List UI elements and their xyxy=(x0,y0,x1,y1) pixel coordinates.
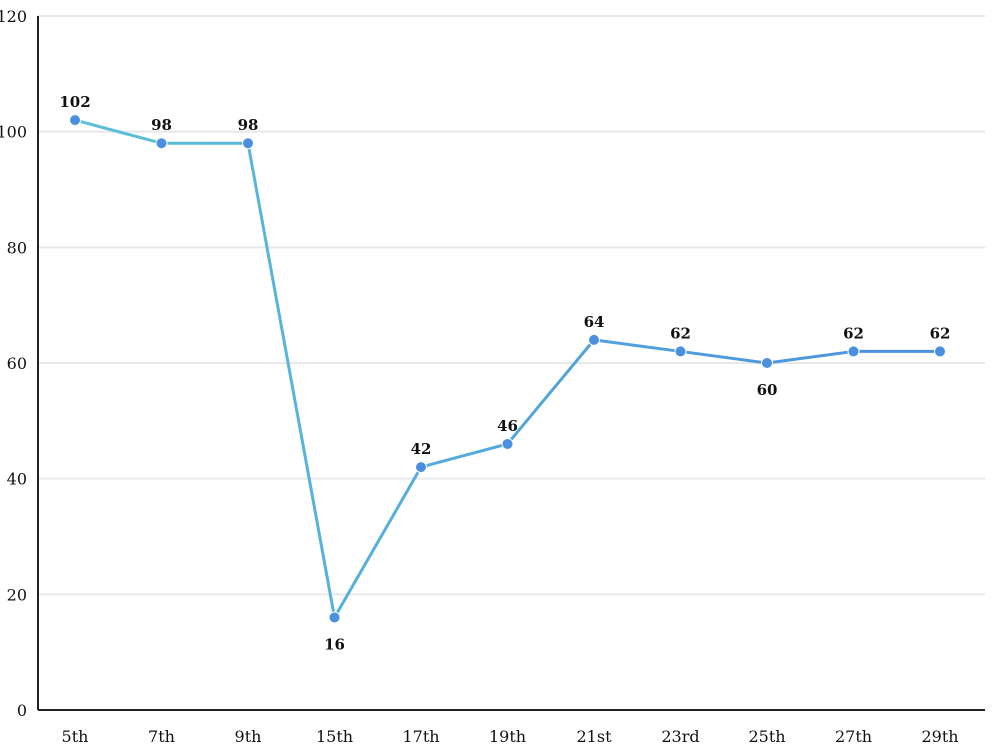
x-axis-ticks: 5th 7th 9th 15th 17th 19th 21st 23rd 25th 27th 29t… xyxy=(62,727,959,746)
x-tick-label: 21st xyxy=(577,727,613,746)
y-tick-label: 80 xyxy=(7,238,27,257)
data-point xyxy=(674,345,687,358)
data-label: 98 xyxy=(238,116,259,134)
data-label: 102 xyxy=(59,93,90,111)
x-tick-label: 17th xyxy=(402,727,439,746)
x-tick-label: 23rd xyxy=(661,727,699,746)
data-label: 62 xyxy=(670,324,691,342)
data-point xyxy=(847,345,860,358)
data-label: 64 xyxy=(584,313,605,331)
data-point xyxy=(155,137,168,150)
data-label: 42 xyxy=(411,440,432,458)
x-tick-label: 5th xyxy=(62,727,89,746)
y-axis-ticks: 0 20 40 60 80 100 120 xyxy=(0,7,27,720)
y-tick-label: 20 xyxy=(7,585,27,604)
data-point xyxy=(588,333,600,346)
y-tick-label: 100 xyxy=(0,123,27,142)
y-tick-label: 60 xyxy=(7,354,27,373)
x-tick-label: 27th xyxy=(835,727,872,746)
x-tick-label: 19th xyxy=(489,727,526,746)
x-tick-label: 9th xyxy=(235,727,262,746)
data-points xyxy=(69,114,946,624)
x-tick-label: 29th xyxy=(921,727,958,746)
x-tick-label: 7th xyxy=(148,727,175,746)
gridlines xyxy=(38,15,985,596)
data-label: 98 xyxy=(151,116,172,134)
data-labels: 102 98 98 16 42 46 64 62 60 62 62 xyxy=(59,93,950,653)
data-point xyxy=(242,137,254,150)
y-tick-label: 0 xyxy=(17,701,27,720)
y-tick-label: 40 xyxy=(7,470,27,489)
data-point xyxy=(69,114,81,127)
data-label: 60 xyxy=(757,381,778,399)
data-label: 62 xyxy=(843,324,864,342)
data-point xyxy=(415,461,427,474)
data-label: 46 xyxy=(497,417,518,435)
series-line xyxy=(73,118,942,619)
data-point xyxy=(501,437,514,450)
data-label: 16 xyxy=(324,635,345,653)
x-tick-label: 15th xyxy=(316,727,353,746)
data-point xyxy=(934,345,946,358)
x-tick-label: 25th xyxy=(748,727,785,746)
y-tick-label: 120 xyxy=(0,7,27,26)
data-point xyxy=(761,357,773,369)
data-point xyxy=(328,611,341,624)
data-label: 62 xyxy=(930,324,951,342)
